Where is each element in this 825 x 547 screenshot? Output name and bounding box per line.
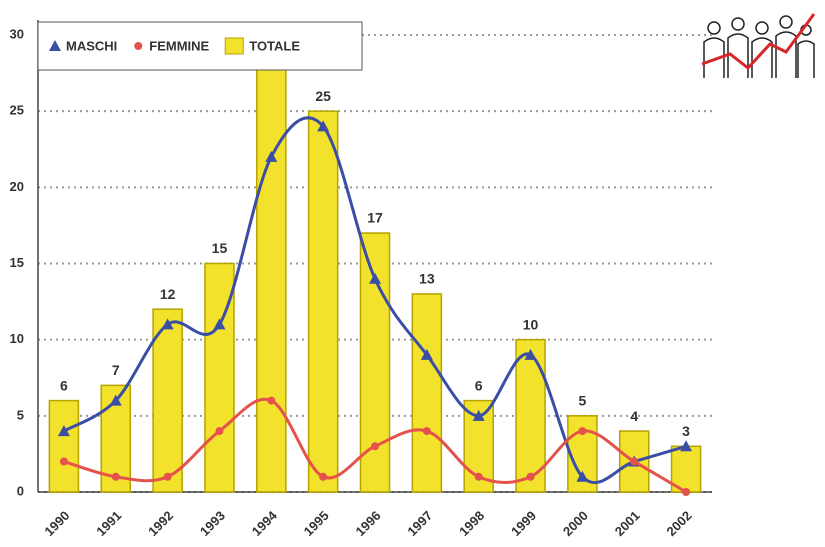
logo (700, 8, 818, 88)
data-label: 10 (523, 316, 539, 332)
data-label: 6 (60, 377, 68, 393)
point (630, 458, 638, 466)
y-tick-label: 15 (10, 255, 24, 270)
x-tick-label: 2000 (560, 508, 591, 539)
point (682, 488, 690, 496)
point (319, 473, 327, 481)
point (267, 397, 275, 405)
chart: 0 5 10 15 20 25 30 1990 1991 1992 1993 1994 1995 1996… (0, 0, 825, 547)
point (164, 473, 172, 481)
x-tick-label: 1997 (404, 508, 435, 539)
legend-label: MASCHI (66, 38, 117, 53)
y-tick-label: 5 (17, 407, 24, 422)
bar (257, 65, 286, 492)
bar (412, 294, 441, 492)
data-label: 15 (212, 240, 228, 256)
legend-swatch (134, 42, 142, 50)
point (578, 427, 586, 435)
x-tick-label: 1992 (145, 508, 176, 539)
y-tick-label: 20 (10, 179, 24, 194)
x-tick-label: 2002 (664, 508, 695, 539)
point (527, 473, 535, 481)
bar (49, 401, 78, 492)
point (475, 473, 483, 481)
x-tick-label: 2001 (612, 508, 643, 539)
legend-swatch (225, 38, 243, 54)
data-label: 12 (160, 286, 176, 302)
point (423, 427, 431, 435)
point (215, 427, 223, 435)
y-tick-label: 0 (17, 483, 24, 498)
legend-label: FEMMINE (149, 38, 209, 53)
x-tick-label: 1995 (301, 508, 332, 539)
legend-label: TOTALE (249, 38, 300, 53)
data-label: 5 (578, 393, 586, 409)
x-tick-label: 1990 (41, 508, 72, 539)
x-tick-label: 1993 (197, 508, 228, 539)
data-label: 13 (419, 271, 435, 287)
y-tick-label: 10 (10, 331, 24, 346)
data-label: 17 (367, 210, 383, 226)
data-label: 7 (112, 362, 120, 378)
data-label: 4 (630, 408, 638, 424)
x-tick-label: 1996 (352, 508, 383, 539)
data-label: 6 (475, 377, 483, 393)
point (60, 458, 68, 466)
point (112, 473, 120, 481)
x-tick-label: 1991 (93, 508, 124, 539)
logo-bg (700, 8, 818, 88)
data-label: 25 (315, 88, 331, 104)
data-label: 3 (682, 423, 690, 439)
y-tick-label: 25 (10, 103, 24, 118)
bar (309, 111, 338, 492)
x-tick-label: 1994 (249, 507, 281, 539)
point (371, 442, 379, 450)
x-tick-label: 1998 (456, 508, 487, 539)
y-tick-label: 30 (10, 26, 24, 41)
legend: MASCHI FEMMINE TOTALE (38, 22, 362, 70)
x-tick-label: 1999 (508, 508, 539, 539)
